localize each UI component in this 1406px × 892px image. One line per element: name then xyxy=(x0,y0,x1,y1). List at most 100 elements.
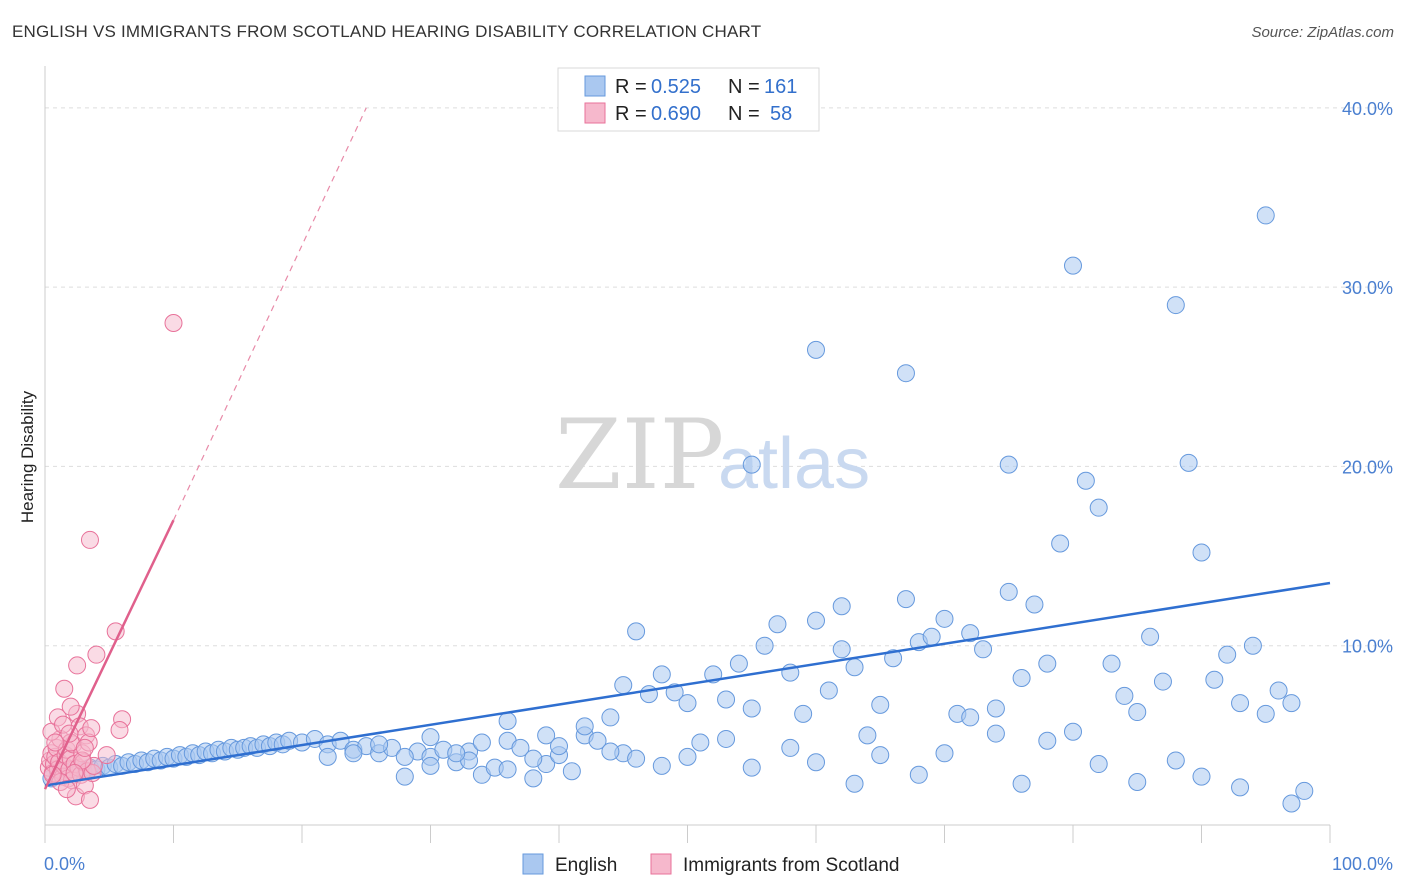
english-point-156 xyxy=(498,760,517,779)
english-point-62 xyxy=(601,708,620,727)
english-point-93 xyxy=(999,582,1018,601)
english-point-92 xyxy=(986,699,1005,718)
legend-n-label-english: N = xyxy=(728,76,760,98)
watermark: ZIP atlas xyxy=(555,399,870,511)
english-point-83 xyxy=(871,695,890,714)
english-point-98 xyxy=(1064,256,1082,275)
english-point-114 xyxy=(1269,681,1288,700)
legend-swatch-scotland xyxy=(584,102,606,124)
bottom-legend-english: English xyxy=(555,855,617,876)
english-point-141 xyxy=(1089,755,1108,774)
scotland-point-51 xyxy=(46,733,65,752)
english-point-157 xyxy=(524,749,543,768)
scotland-point-33 xyxy=(82,719,101,738)
english-point-133 xyxy=(871,746,890,765)
english-point-102 xyxy=(1115,686,1134,705)
legend-r-value-english: 0.525 xyxy=(651,76,701,98)
x-tick-label-0: 0.0% xyxy=(44,854,85,874)
english-point-138 xyxy=(1012,774,1031,793)
english-point-158 xyxy=(550,737,568,756)
english-point-148 xyxy=(1295,781,1314,800)
grid-lines xyxy=(45,107,1392,647)
english-point-119 xyxy=(832,597,851,616)
bottom-legend: English Immigrants from Scotland xyxy=(522,853,899,876)
english-point-82 xyxy=(858,726,877,745)
english-point-146 xyxy=(1256,704,1275,723)
source-label: Source: ZipAtlas.com xyxy=(1251,24,1394,41)
english-point-154 xyxy=(447,744,466,763)
trend-lines xyxy=(43,107,1331,790)
english-point-66 xyxy=(652,665,671,684)
scotland-trend-line xyxy=(43,519,175,790)
english-point-95 xyxy=(1025,595,1044,614)
axes xyxy=(44,66,1331,843)
watermark-zip: ZIP xyxy=(555,399,724,511)
english-point-117 xyxy=(742,455,761,474)
english-point-109 xyxy=(1205,670,1224,689)
scotland-point-32 xyxy=(80,790,99,809)
english-point-105 xyxy=(1153,672,1172,691)
scotland-point-48 xyxy=(164,314,183,332)
english-point-121 xyxy=(421,728,440,747)
english-point-104 xyxy=(1141,627,1160,646)
english-point-75 xyxy=(768,615,787,634)
english-point-142 xyxy=(1128,772,1147,791)
english-point-145 xyxy=(1231,778,1250,797)
english-point-46 xyxy=(395,767,414,786)
scotland-point-47 xyxy=(97,746,116,765)
legend-swatch-english xyxy=(584,75,606,97)
english-point-97 xyxy=(1051,534,1070,553)
english-point-118 xyxy=(896,364,915,383)
legend-n-label-scotland: N = xyxy=(728,103,760,125)
english-point-72 xyxy=(729,654,748,673)
scotland-point-38 xyxy=(55,679,74,698)
english-point-151 xyxy=(370,735,389,754)
english-point-150 xyxy=(344,744,363,763)
chart-title: ENGLISH VS IMMIGRANTS FROM SCOTLAND HEAR… xyxy=(12,22,762,41)
english-point-74 xyxy=(755,636,774,655)
watermark-atlas: atlas xyxy=(718,424,870,504)
english-point-79 xyxy=(819,681,838,700)
english-point-107 xyxy=(1179,453,1198,472)
english-point-131 xyxy=(807,753,825,772)
english-point-144 xyxy=(1192,767,1211,786)
english-point-56 xyxy=(524,769,543,788)
english-point-132 xyxy=(845,774,864,793)
english-point-111 xyxy=(1231,694,1250,713)
english-point-85 xyxy=(896,590,915,609)
bottom-legend-swatch-english xyxy=(522,853,544,875)
scotland-point-42 xyxy=(80,530,99,549)
english-point-73 xyxy=(742,699,761,718)
english-point-106 xyxy=(1166,296,1185,315)
scotland-point-46 xyxy=(110,720,129,739)
english-point-103 xyxy=(1128,703,1147,722)
legend-r-label-english: R = xyxy=(615,76,647,98)
english-point-108 xyxy=(1192,543,1211,562)
scotland-point-39 xyxy=(61,697,80,716)
english-point-81 xyxy=(845,658,864,677)
english-point-84 xyxy=(884,649,903,668)
english-point-149 xyxy=(318,747,337,766)
english-point-116 xyxy=(807,340,825,359)
english-point-140 xyxy=(1064,722,1082,741)
english-point-136 xyxy=(961,708,980,727)
english-point-91 xyxy=(974,640,993,659)
english-point-110 xyxy=(1218,645,1237,664)
english-point-127 xyxy=(678,747,697,766)
english-point-113 xyxy=(1256,206,1275,225)
scotland-point-41 xyxy=(68,656,87,675)
english-point-139 xyxy=(1038,731,1057,750)
bottom-legend-scotland: Immigrants from Scotland xyxy=(683,855,899,876)
english-point-96 xyxy=(1038,654,1057,673)
y-tick-label-2: 30.0% xyxy=(1342,278,1393,298)
english-point-129 xyxy=(742,758,761,777)
scotland-point-53 xyxy=(75,738,94,757)
english-point-59 xyxy=(562,762,581,781)
english-point-125 xyxy=(575,717,594,736)
english-point-101 xyxy=(1102,654,1121,673)
english-point-153 xyxy=(421,756,440,775)
english-point-77 xyxy=(794,704,813,723)
english-point-69 xyxy=(691,733,710,752)
english-point-112 xyxy=(1243,636,1262,655)
